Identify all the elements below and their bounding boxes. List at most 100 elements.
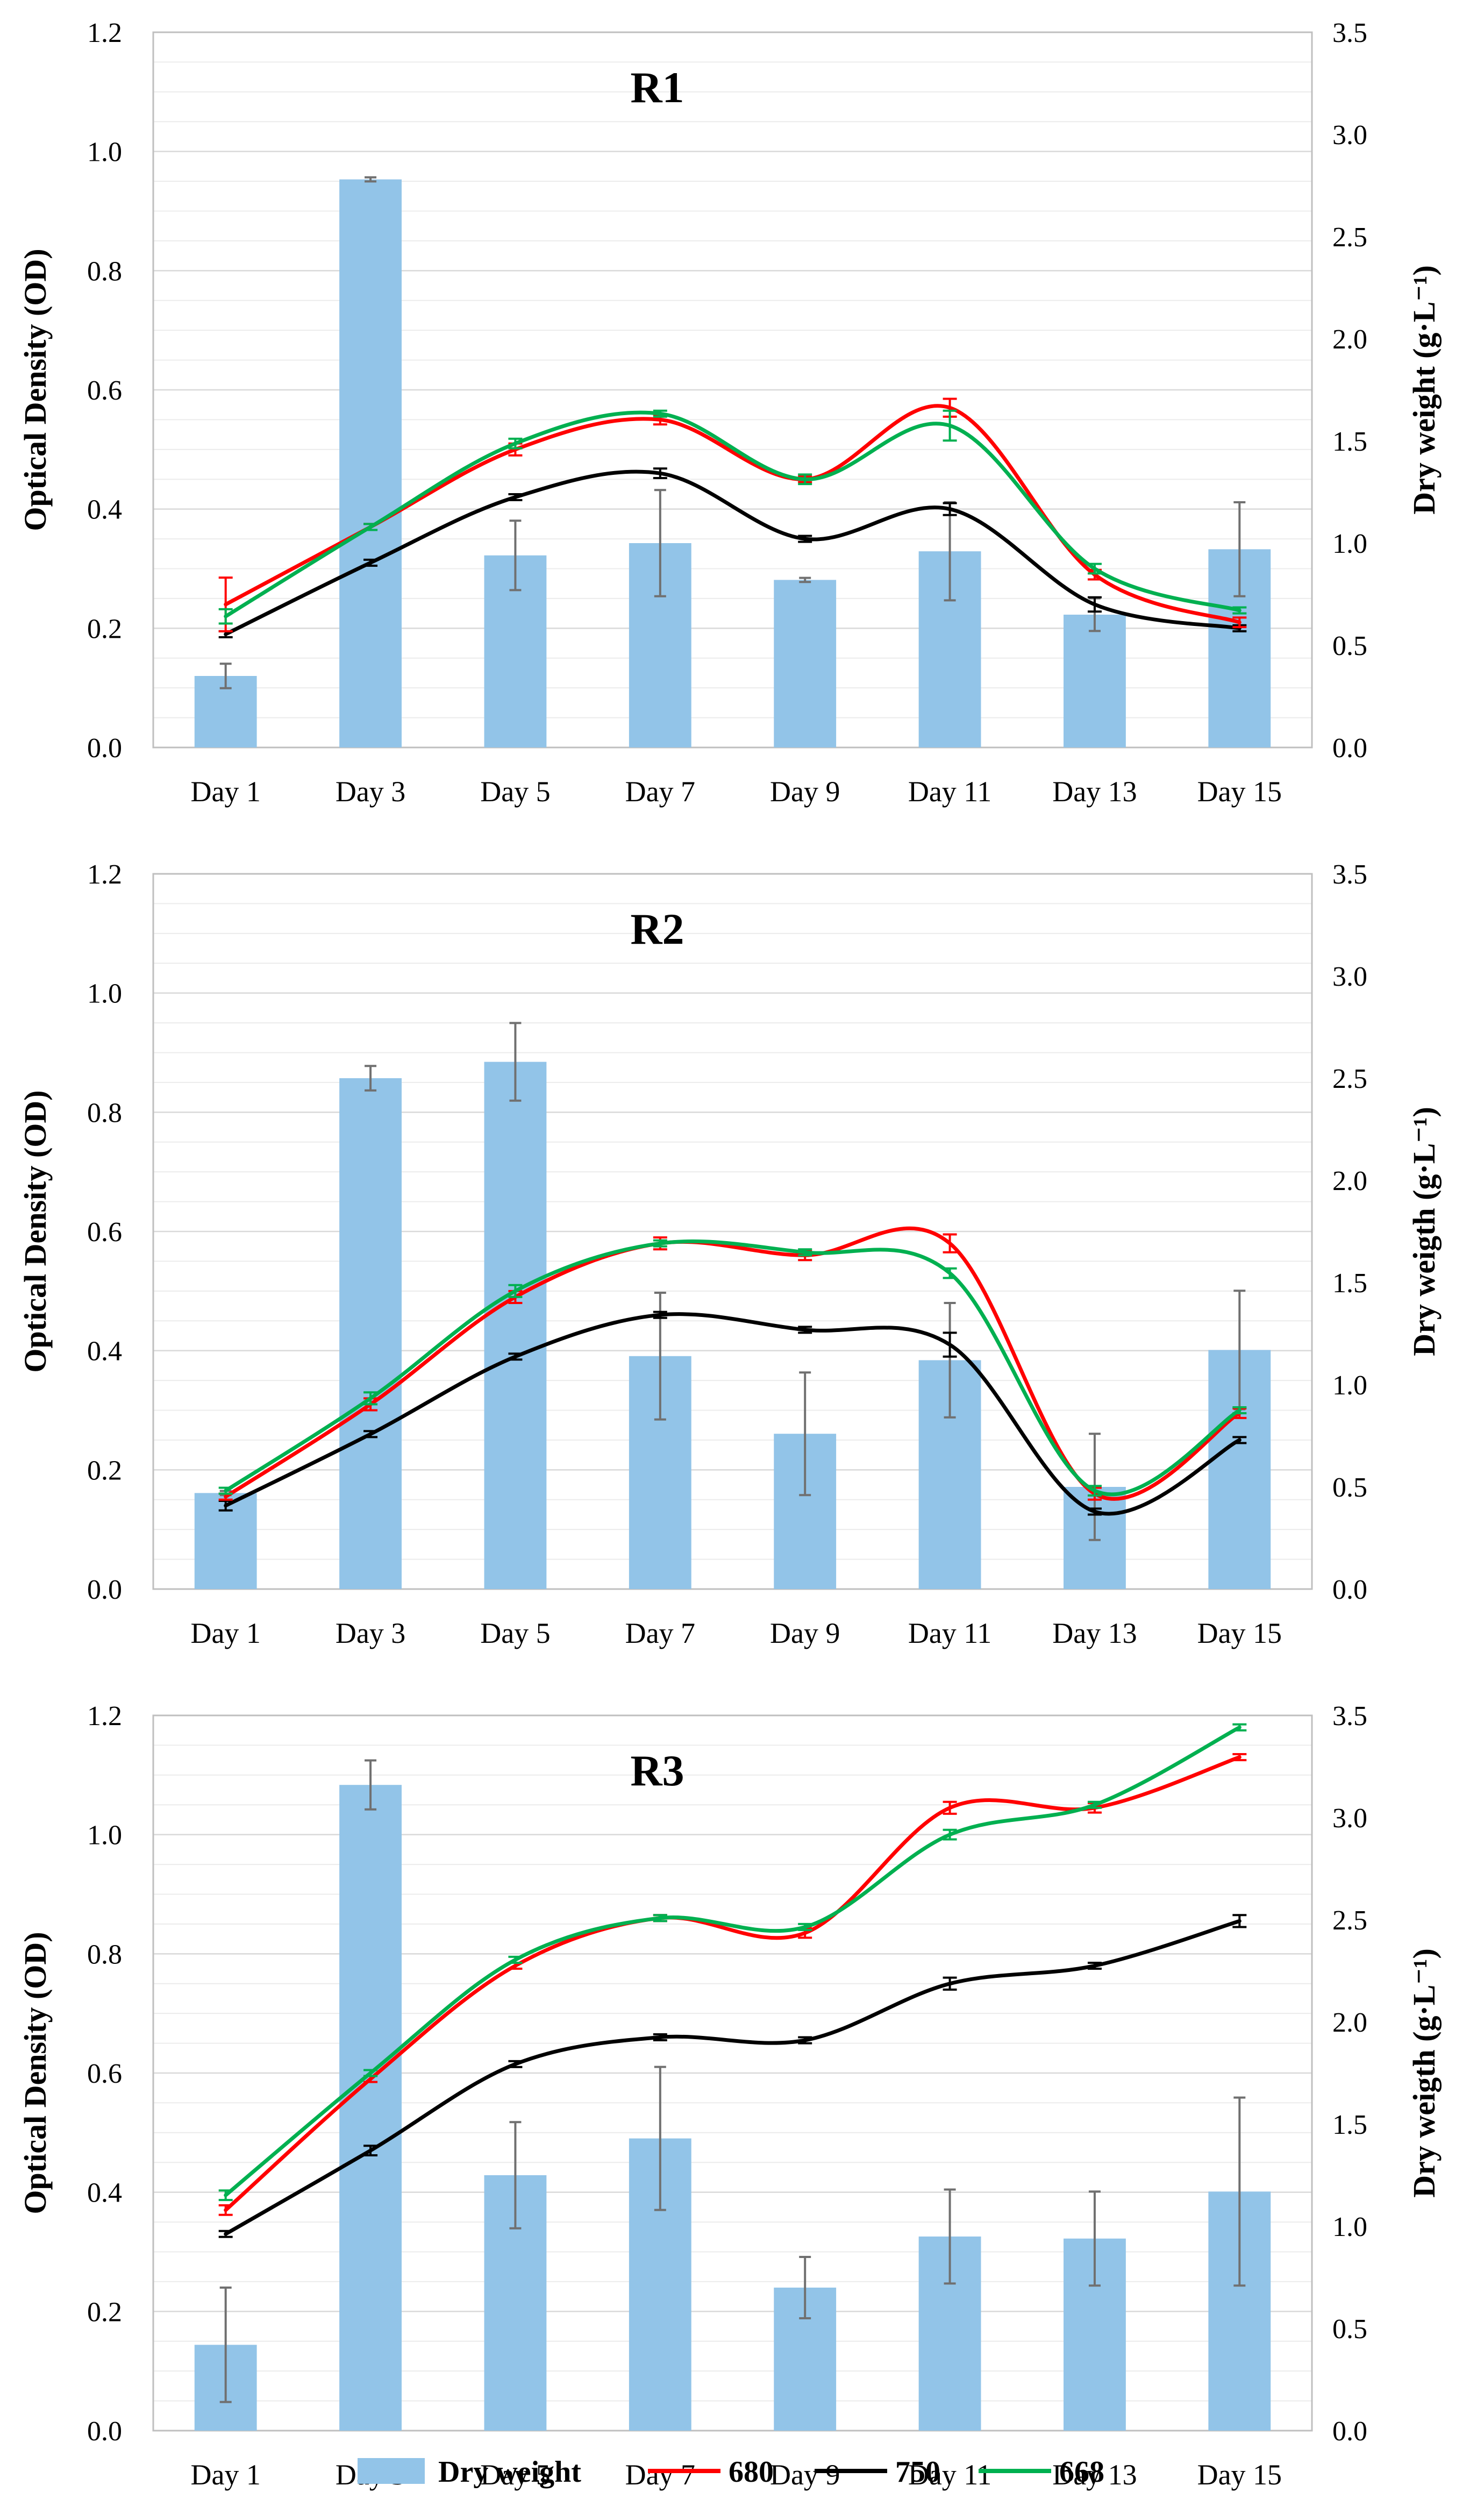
- y-tick-label: 0.4: [87, 495, 122, 525]
- y2-tick-label: 1.5: [1332, 1268, 1367, 1299]
- y-axis-title: Optical Density (OD): [18, 1090, 53, 1372]
- y-tick-label: 0.6: [87, 1217, 122, 1248]
- y2-tick-label: 1.0: [1332, 1370, 1367, 1401]
- y2-tick-label: 2.0: [1332, 1166, 1367, 1196]
- x-tick-label: Day 15: [1197, 2459, 1282, 2491]
- chart-panel-r2: 0.0 0.2 0.4 0.6 0.8 1.0 1.2 0.0 0.5 1.0 1.5 2.0 2.5 3…: [18, 859, 1442, 1649]
- y2-tick-label: 3.0: [1332, 120, 1367, 151]
- y-tick-label: 0.6: [87, 375, 122, 406]
- dry-weight-bar: [1064, 615, 1126, 747]
- y2-tick-label: 3.0: [1332, 962, 1367, 992]
- y2-tick-label: 3.5: [1332, 1701, 1367, 1732]
- x-tick-label: Day 1: [190, 775, 260, 808]
- y-tick-label: 1.2: [87, 1701, 122, 1732]
- y-tick-label: 0.2: [87, 1455, 122, 1486]
- y-tick-label: 1.0: [87, 979, 122, 1009]
- series-line-750: [224, 469, 1242, 636]
- y-tick-label: 0.0: [87, 2416, 122, 2447]
- y-tick-label: 0.2: [87, 2297, 122, 2327]
- x-tick-label: Day 9: [770, 1617, 840, 1649]
- y-tick-label: 0.8: [87, 1098, 122, 1128]
- x-tick-label: Day 3: [336, 1617, 405, 1649]
- x-tick-label: Day 11: [908, 2459, 991, 2491]
- x-tick-label: Day 15: [1197, 775, 1282, 808]
- plot-area-border: [152, 31, 1313, 749]
- chart-panel-r3: 0.0 0.2 0.4 0.6 0.8 1.0 1.2 0.0 0.5 1.0 1.5 2.0 2.5 3…: [18, 1701, 1442, 2491]
- y-tick-label: 0.0: [87, 733, 122, 764]
- y2-axis-title: Dry weight (g·L⁻¹): [1407, 265, 1442, 515]
- y-tick-label: 0.4: [87, 1336, 122, 1367]
- y2-tick-label: 2.0: [1332, 324, 1367, 355]
- dry-weight-bar: [774, 580, 837, 747]
- legend-item-680: 680: [648, 2455, 774, 2489]
- plot-area-border: [152, 873, 1313, 1590]
- y-tick-label: 0.6: [87, 2059, 122, 2089]
- x-tick-label: Day 13: [1052, 2459, 1137, 2491]
- y-tick-label: 0.4: [87, 2178, 122, 2209]
- dry-weight-bar: [339, 179, 402, 748]
- y-tick-label: 1.0: [87, 137, 122, 168]
- plot-area-border: [152, 1714, 1313, 2432]
- y2-axis-title: Dry weigth (g·L⁻¹): [1407, 1948, 1442, 2198]
- y2-axis-title: Dry weigth (g·L⁻¹): [1407, 1107, 1442, 1356]
- y2-tick-label: 0.0: [1332, 733, 1367, 764]
- x-tick-label: Day 1: [190, 2459, 260, 2491]
- y2-tick-label: 2.0: [1332, 2007, 1367, 2038]
- x-tick-label: Day 15: [1197, 1617, 1282, 1649]
- y2-tick-label: 3.5: [1332, 859, 1367, 890]
- y-tick-label: 0.8: [87, 1939, 122, 1970]
- y2-tick-label: 0.5: [1332, 631, 1367, 661]
- x-tick-label: Day 5: [480, 2459, 550, 2491]
- legend-label: Dry weight: [438, 2455, 581, 2489]
- dry-weight-bar: [339, 1078, 402, 1589]
- chart-title: R3: [630, 1746, 684, 1795]
- y2-tick-label: 0.0: [1332, 1575, 1367, 1605]
- x-tick-label: Day 7: [625, 1617, 695, 1649]
- series-line-668: [224, 410, 1242, 618]
- legend-item-750: 750: [815, 2455, 940, 2489]
- series-line-668: [224, 1239, 1242, 1497]
- series-line-668: [224, 1725, 1242, 2197]
- y-axis-title: Optical Density (OD): [18, 1932, 53, 2214]
- y2-tick-label: 3.0: [1332, 1803, 1367, 1834]
- y-tick-label: 0.0: [87, 1575, 122, 1605]
- legend-swatch-bar: [358, 2458, 425, 2484]
- y2-tick-label: 1.5: [1332, 426, 1367, 457]
- y2-tick-label: 1.5: [1332, 2110, 1367, 2140]
- x-tick-label: Day 7: [625, 775, 695, 808]
- x-tick-label: Day 9: [770, 2459, 840, 2491]
- legend-item-dry-weight: Dry weight: [358, 2455, 581, 2489]
- y-tick-label: 0.8: [87, 256, 122, 287]
- y-tick-label: 0.2: [87, 614, 122, 644]
- legend-label: 668: [1059, 2455, 1104, 2489]
- y2-tick-label: 0.0: [1332, 2416, 1367, 2447]
- y-tick-label: 1.2: [87, 18, 122, 48]
- chart-title: R2: [630, 904, 684, 953]
- x-tick-label: Day 1: [190, 1617, 260, 1649]
- series-line-680: [224, 1755, 1242, 2212]
- legend-label: 680: [729, 2455, 774, 2489]
- legend: Dry weight 680 750 668: [358, 2455, 1104, 2489]
- x-tick-label: Day 13: [1052, 775, 1137, 808]
- x-tick-label: Day 11: [908, 775, 991, 808]
- y2-tick-label: 0.5: [1332, 2314, 1367, 2345]
- x-tick-label: Day 9: [770, 775, 840, 808]
- chart-panel-r1: 0.0 0.2 0.4 0.6 0.8 1.0 1.2 0.0 0.5 1.0 1.5 2.0 2.5 3…: [18, 18, 1442, 808]
- y-axis-title: Optical Density (OD): [18, 248, 53, 531]
- y2-tick-label: 2.5: [1332, 1905, 1367, 1936]
- chart-title: R1: [630, 63, 684, 112]
- legend-item-668: 668: [979, 2455, 1104, 2489]
- y-tick-label: 1.2: [87, 859, 122, 890]
- series-line-750: [224, 1919, 1242, 2236]
- legend-label: 750: [895, 2455, 940, 2489]
- dry-weight-bar: [484, 1062, 547, 1589]
- charts-layer: 0.0 0.2 0.4 0.6 0.8 1.0 1.2 0.0 0.5 1.0 1.5 2.0 2.5 3…: [18, 18, 1442, 2491]
- y2-tick-label: 0.5: [1332, 1472, 1367, 1503]
- x-tick-label: Day 3: [336, 775, 405, 808]
- x-tick-label: Day 5: [480, 1617, 550, 1649]
- y2-tick-label: 3.5: [1332, 18, 1367, 48]
- x-tick-label: Day 7: [625, 2459, 695, 2491]
- dry-weight-bar: [339, 1785, 402, 2431]
- y2-tick-label: 1.0: [1332, 2212, 1367, 2242]
